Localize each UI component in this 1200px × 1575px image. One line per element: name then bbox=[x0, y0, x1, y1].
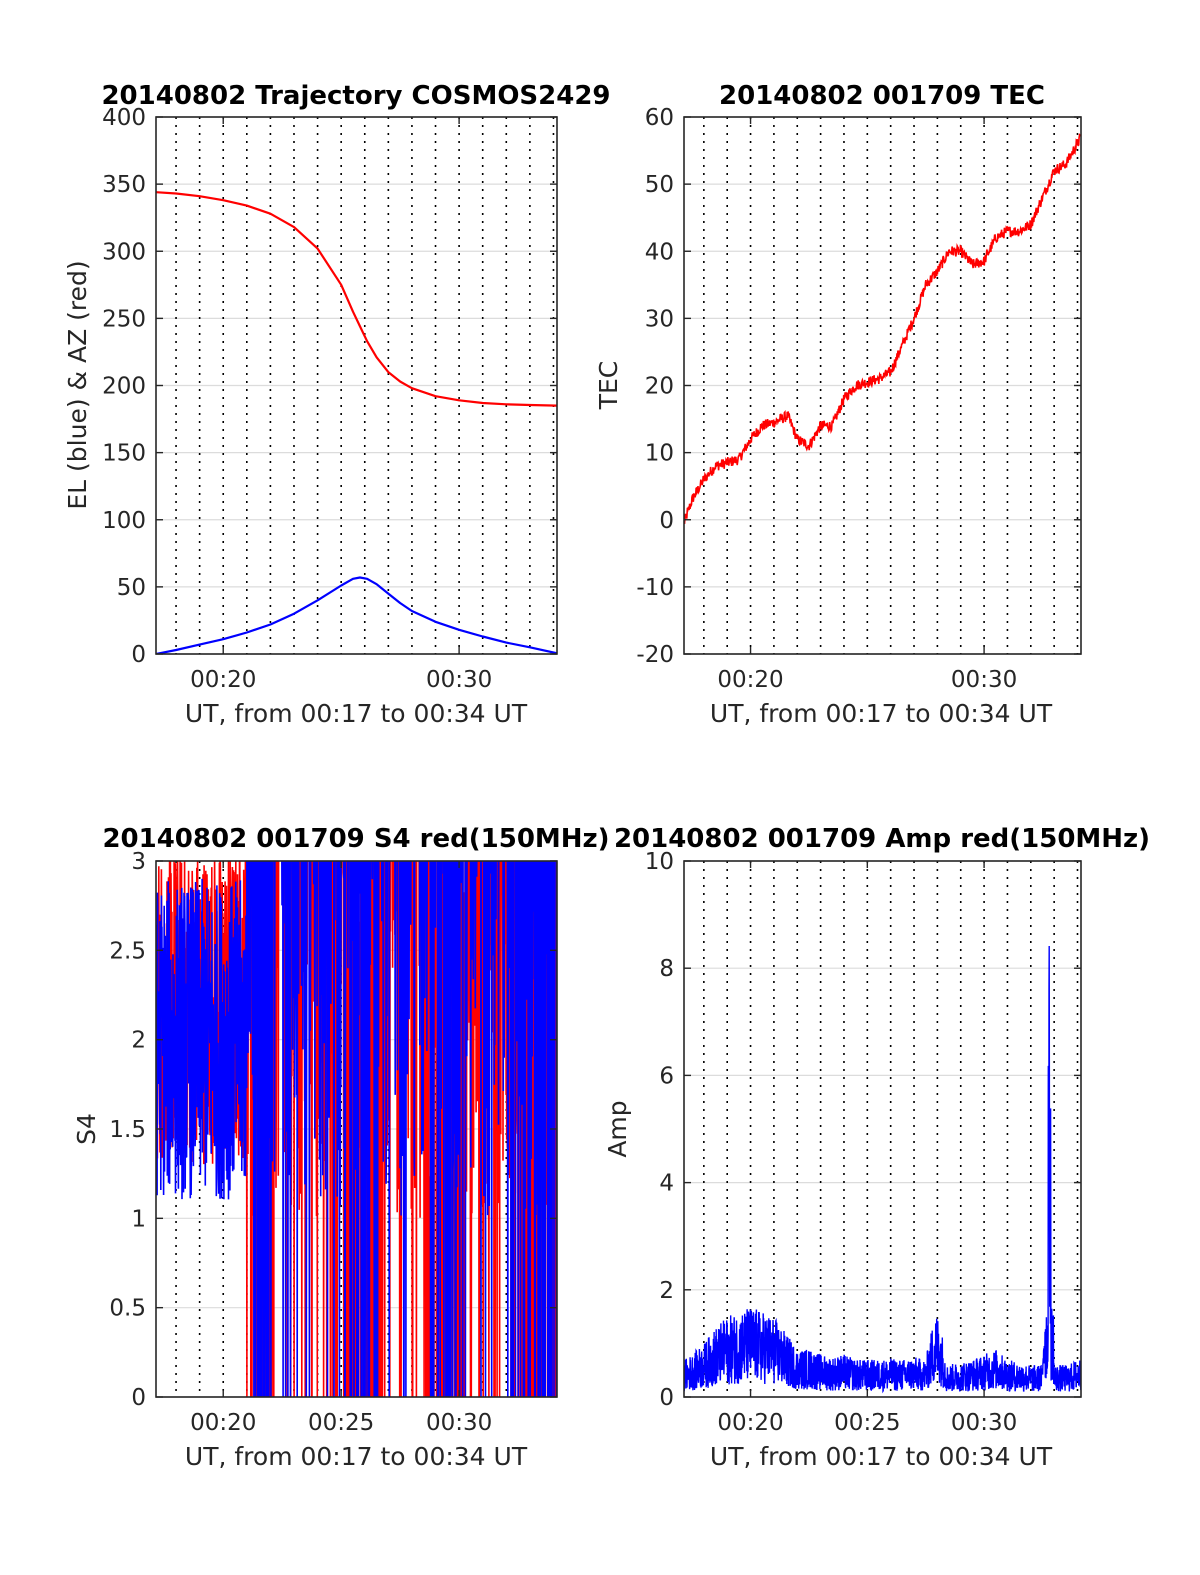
trajectory-ylabel: EL (blue) & AZ (red) bbox=[63, 260, 92, 509]
trajectory-title: 20140802 Trajectory COSMOS2429 bbox=[101, 81, 610, 111]
y-tick-label: 350 bbox=[102, 172, 146, 198]
y-tick-label: -20 bbox=[636, 642, 674, 668]
x-tick-label: 00:20 bbox=[190, 1410, 256, 1436]
s4-blue-line bbox=[156, 861, 557, 1397]
x-tick-label: 00:20 bbox=[190, 667, 256, 693]
y-tick-label: 20 bbox=[645, 374, 674, 400]
y-tick-label: 2 bbox=[131, 1028, 146, 1054]
y-tick-label: 1.5 bbox=[109, 1117, 146, 1143]
y-tick-label: -10 bbox=[636, 575, 674, 601]
azimuth-line bbox=[156, 191, 557, 407]
s4-red-line bbox=[156, 861, 557, 1397]
y-tick-label: 250 bbox=[102, 306, 146, 332]
tec-line bbox=[684, 133, 1081, 525]
y-tick-label: 50 bbox=[117, 575, 146, 601]
y-tick-label: 10 bbox=[645, 849, 674, 875]
x-tick-label: 00:20 bbox=[717, 667, 783, 693]
y-tick-label: 60 bbox=[645, 105, 674, 131]
y-tick-label: 2 bbox=[659, 1278, 674, 1304]
tec-xlabel: UT, from 00:17 to 00:34 UT bbox=[710, 699, 1053, 728]
amp-ylabel: Amp bbox=[603, 1100, 632, 1157]
y-tick-label: 200 bbox=[102, 374, 146, 400]
x-tick-label: 00:25 bbox=[308, 1410, 374, 1436]
y-tick-label: 400 bbox=[102, 105, 146, 131]
y-tick-label: 40 bbox=[645, 239, 674, 265]
trajectory-xlabel: UT, from 00:17 to 00:34 UT bbox=[185, 699, 528, 728]
amp-title: 20140802 001709 Amp red(150MHz) bbox=[614, 824, 1150, 854]
y-tick-label: 0 bbox=[659, 508, 674, 534]
y-tick-label: 10 bbox=[645, 441, 674, 467]
y-tick-label: 300 bbox=[102, 239, 146, 265]
y-tick-label: 6 bbox=[659, 1063, 674, 1089]
amp-xlabel: UT, from 00:17 to 00:34 UT bbox=[710, 1442, 1053, 1471]
y-tick-label: 100 bbox=[102, 508, 146, 534]
s4-ylabel: S4 bbox=[72, 1113, 101, 1145]
y-tick-label: 50 bbox=[645, 172, 674, 198]
y-tick-label: 1 bbox=[131, 1206, 146, 1232]
tec-plot: -20 -10 0 10 20 30 40 50 60 00:20 00:30 bbox=[636, 105, 1082, 693]
x-tick-label: 00:30 bbox=[951, 667, 1017, 693]
s4-xlabel: UT, from 00:17 to 00:34 UT bbox=[185, 1442, 528, 1471]
tec-ylabel: TEC bbox=[594, 361, 623, 411]
x-tick-label: 00:30 bbox=[426, 667, 492, 693]
amp-plot: 0 2 4 6 8 10 00:20 00:25 00:30 bbox=[645, 849, 1082, 1436]
axes-box bbox=[683, 860, 1082, 1398]
y-tick-label: 0 bbox=[659, 1385, 674, 1411]
x-tick-label: 00:20 bbox=[717, 1410, 783, 1436]
y-tick-label: 4 bbox=[659, 1171, 674, 1197]
y-tick-label: 30 bbox=[645, 306, 674, 332]
trajectory-plot: 0 50 100 150 200 250 300 350 400 00:20 00:30 bbox=[102, 105, 558, 693]
s4-title: 20140802 001709 S4 red(150MHz) bbox=[102, 824, 609, 854]
x-tick-label: 00:30 bbox=[951, 1410, 1017, 1436]
s4-plot: 0 0.5 1 1.5 2 2.5 3 00:20 00:25 00:30 bbox=[109, 849, 558, 1436]
tec-title: 20140802 001709 TEC bbox=[719, 81, 1045, 111]
x-tick-label: 00:25 bbox=[834, 1410, 900, 1436]
y-tick-label: 2.5 bbox=[109, 938, 146, 964]
y-tick-label: 8 bbox=[659, 956, 674, 982]
amp-line bbox=[684, 945, 1081, 1394]
elevation-line bbox=[156, 576, 557, 654]
y-tick-label: 3 bbox=[131, 849, 146, 875]
y-tick-label: 0 bbox=[131, 642, 146, 668]
y-tick-label: 150 bbox=[102, 441, 146, 467]
y-tick-label: 0.5 bbox=[109, 1296, 146, 1322]
y-tick-label: 0 bbox=[131, 1385, 146, 1411]
x-tick-label: 00:30 bbox=[426, 1410, 492, 1436]
